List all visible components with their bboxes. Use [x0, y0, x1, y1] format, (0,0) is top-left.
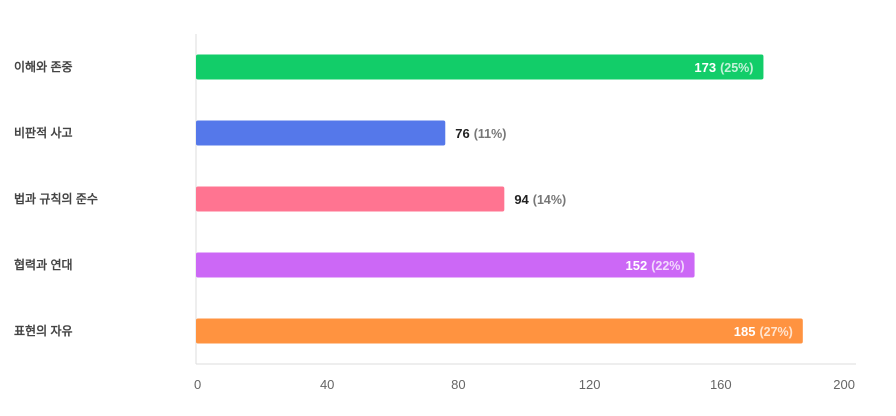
category-label: 법과 규칙의 준수 [14, 191, 98, 206]
value-percent: (25%) [720, 61, 753, 75]
value-percent: (14%) [533, 193, 566, 207]
bar [196, 318, 803, 344]
x-tick-label: 40 [320, 377, 334, 392]
value-label: 173 (25%) [694, 60, 753, 75]
x-tick-label: 160 [710, 377, 732, 392]
value-number: 173 [694, 60, 716, 75]
category-label: 협력과 연대 [14, 257, 73, 272]
value-number: 185 [734, 324, 756, 339]
category-label: 비판적 사고 [14, 125, 73, 140]
x-tick-label: 120 [579, 377, 601, 392]
value-percent: (27%) [759, 325, 792, 339]
value-percent: (11%) [474, 127, 507, 141]
bar [196, 120, 446, 146]
category-label: 표현의 자유 [14, 323, 73, 338]
bar [196, 54, 764, 80]
value-percent: (22%) [651, 259, 684, 273]
x-tick-label: 200 [833, 377, 855, 392]
x-tick-label: 80 [451, 377, 465, 392]
bar [196, 252, 695, 278]
value-number: 152 [626, 258, 648, 273]
value-label: 185 (27%) [734, 324, 793, 339]
x-tick-label: 0 [194, 377, 201, 392]
value-label: 94 (14%) [514, 192, 566, 207]
value-label: 152 (22%) [626, 258, 685, 273]
category-label: 이해와 존중 [14, 59, 73, 74]
value-number: 94 [514, 192, 529, 207]
bar [196, 186, 505, 212]
value-label: 76 (11%) [455, 126, 506, 141]
value-number: 76 [455, 126, 469, 141]
